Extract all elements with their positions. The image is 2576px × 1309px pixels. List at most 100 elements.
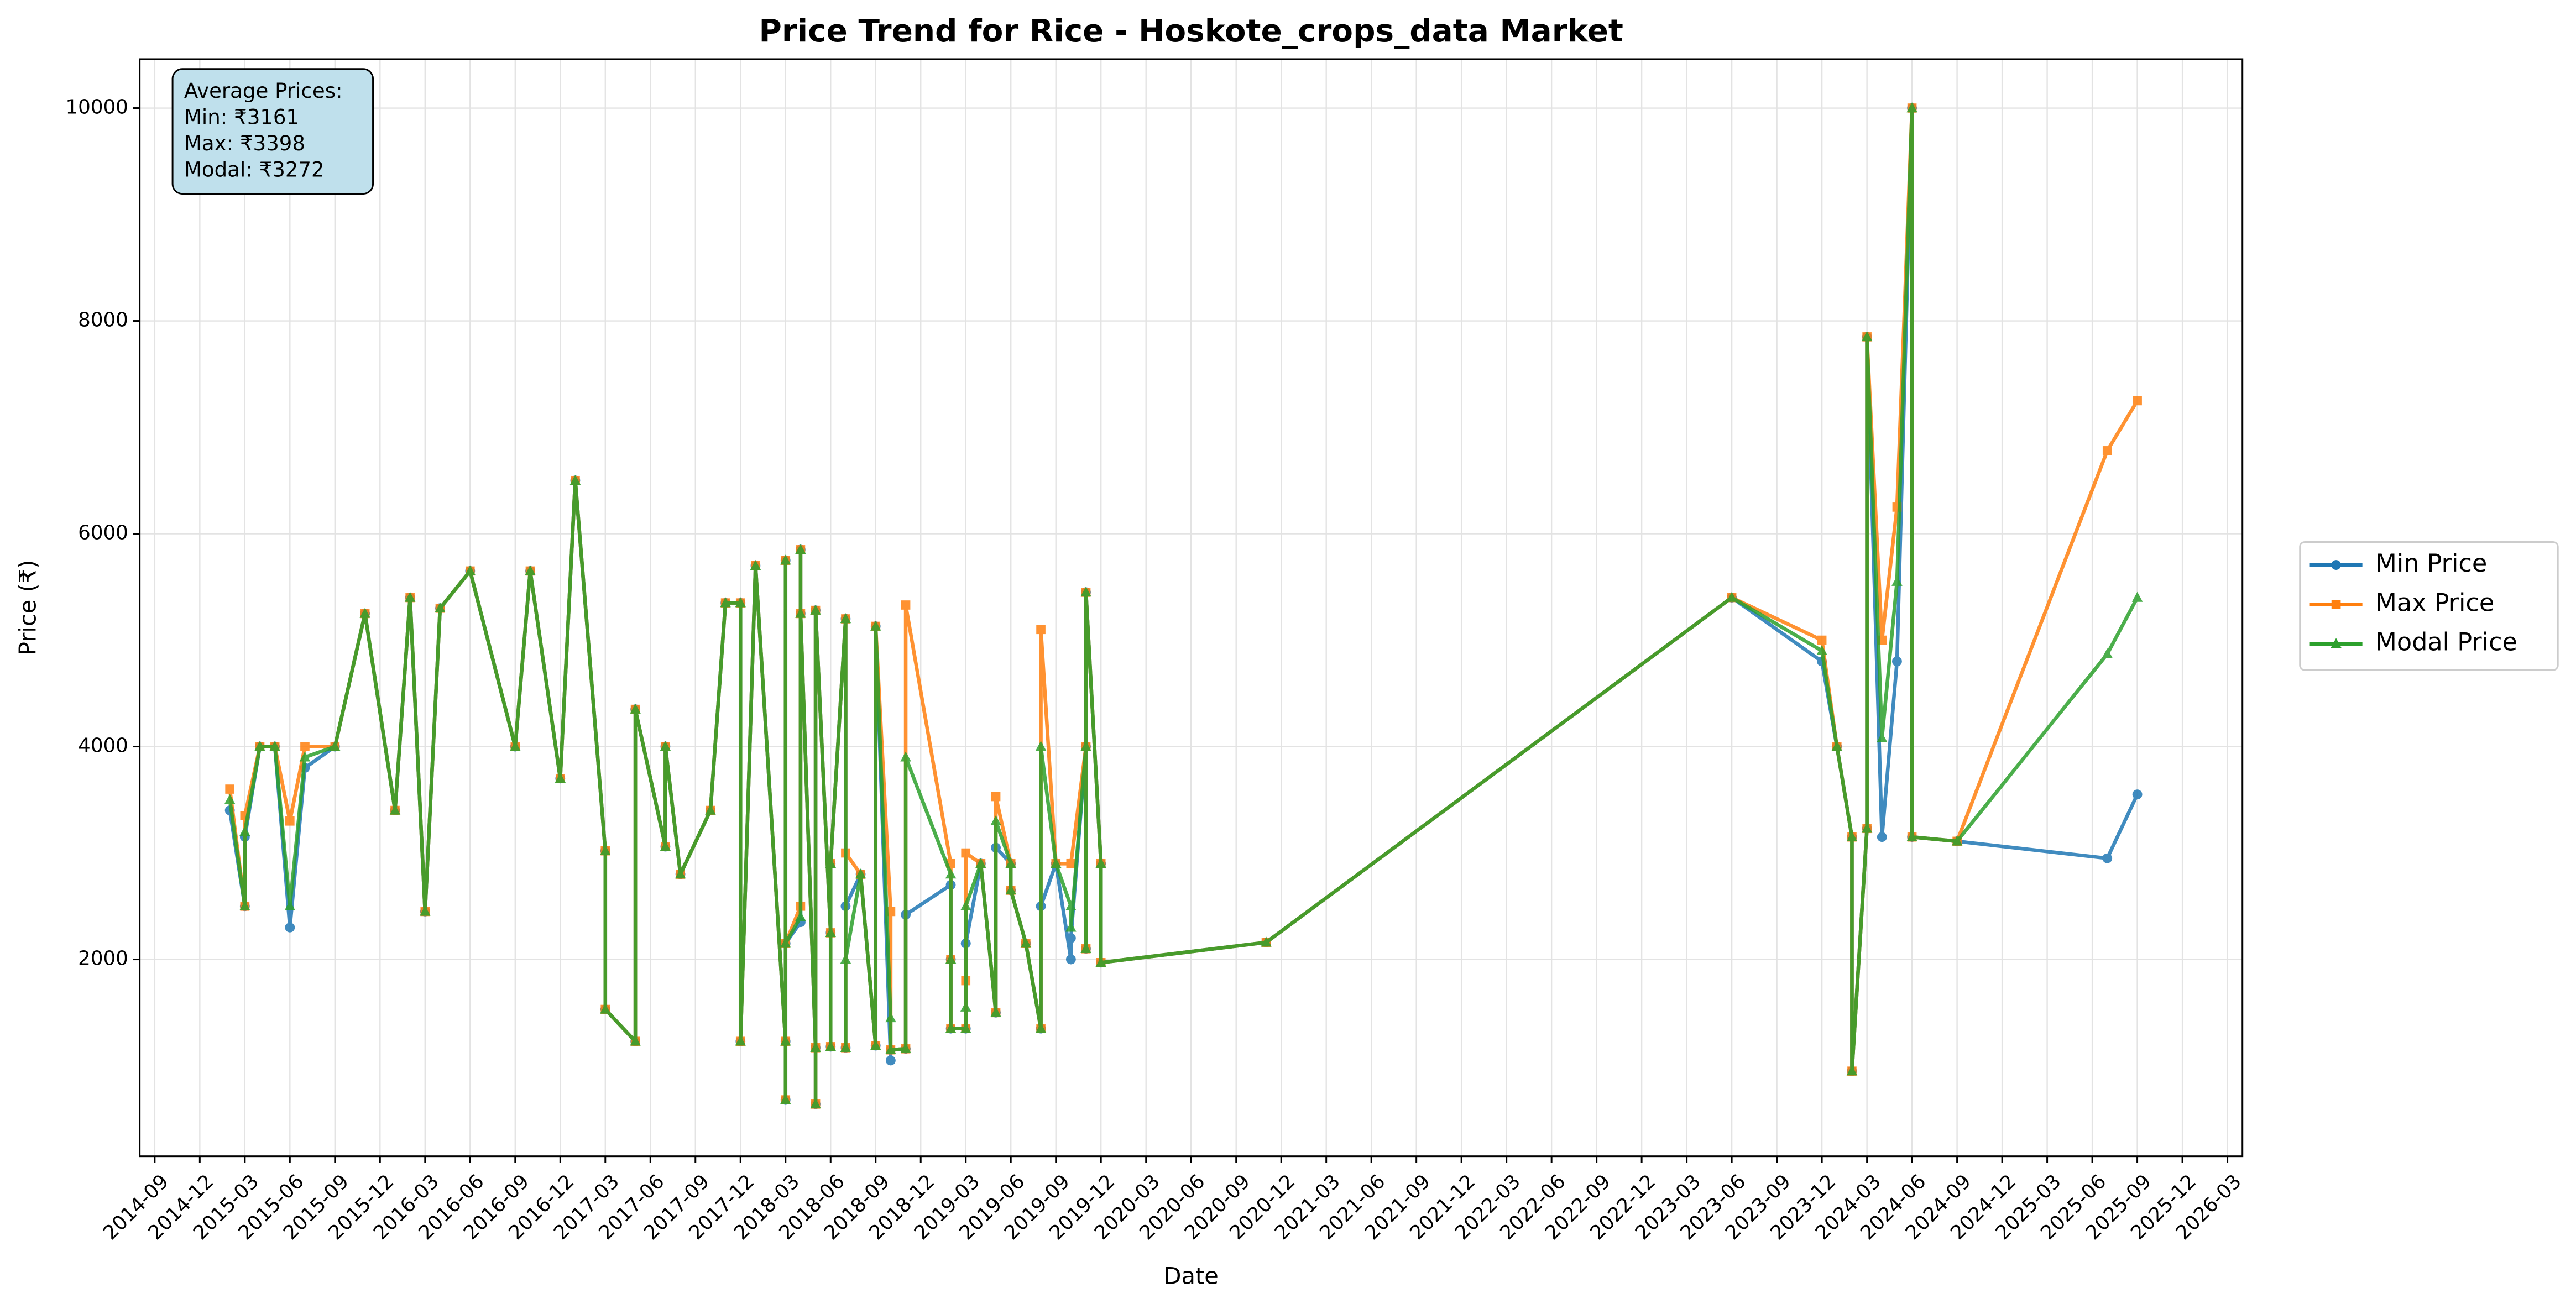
data-point	[254, 741, 265, 751]
data-point	[2132, 789, 2143, 800]
data-point	[900, 1043, 911, 1053]
data-point	[1951, 835, 1963, 846]
plot-frame	[139, 58, 2244, 1158]
data-point	[945, 1023, 957, 1033]
data-point	[1261, 936, 1272, 947]
data-point	[239, 900, 250, 911]
data-point	[630, 1035, 641, 1046]
y-tick-label: 10000	[65, 96, 128, 119]
data-point	[1906, 831, 1917, 841]
data-point	[825, 857, 837, 868]
data-point	[1817, 635, 1827, 645]
data-point	[991, 792, 1001, 802]
data-point	[569, 474, 581, 485]
data-point	[840, 1041, 851, 1053]
data-point	[840, 613, 851, 624]
data-point	[1005, 857, 1017, 868]
data-point	[419, 905, 431, 916]
data-point	[1035, 1023, 1047, 1033]
data-point	[1065, 900, 1077, 911]
annotation-line: Average Prices:	[184, 79, 343, 103]
data-point	[1861, 331, 1873, 342]
annotation-line: Min: ₹3161	[184, 105, 299, 129]
data-point	[224, 794, 236, 804]
data-point	[720, 597, 731, 608]
data-point	[825, 1041, 837, 1051]
data-point	[945, 868, 957, 879]
data-point	[810, 1098, 821, 1109]
data-point	[810, 1041, 821, 1053]
data-point	[464, 565, 476, 575]
legend-label: Max Price	[2375, 588, 2494, 617]
data-point	[705, 804, 716, 815]
data-point	[404, 591, 416, 602]
y-tick-label: 8000	[78, 309, 128, 332]
data-point	[284, 900, 296, 911]
annotation-line: Max: ₹3398	[184, 132, 305, 155]
series	[224, 102, 2143, 1109]
data-point	[1095, 857, 1107, 868]
data-point	[1080, 741, 1091, 751]
data-point	[885, 1044, 896, 1054]
y-tick-label: 4000	[78, 735, 128, 757]
series-line	[228, 106, 2139, 1106]
data-point	[509, 741, 521, 751]
data-point	[1066, 858, 1076, 868]
data-point	[870, 620, 881, 631]
data-point	[1846, 831, 1858, 841]
data-point	[900, 751, 911, 762]
data-point	[239, 826, 250, 836]
data-point	[901, 600, 911, 610]
legend-box	[2299, 541, 2559, 671]
data-point	[660, 741, 671, 751]
data-point	[780, 554, 791, 565]
annotation-box	[171, 68, 374, 195]
data-point	[285, 922, 295, 933]
data-point	[1020, 938, 1032, 948]
data-point	[300, 742, 310, 751]
data-point	[1065, 954, 1076, 965]
data-point	[870, 1040, 881, 1050]
data-point	[780, 1035, 791, 1046]
legend-label: Min Price	[2375, 549, 2487, 578]
data-point	[750, 559, 761, 570]
data-point	[2102, 853, 2113, 863]
data-point	[1831, 741, 1843, 751]
data-point	[825, 927, 837, 938]
data-point	[630, 703, 641, 714]
data-point	[299, 751, 311, 762]
data-point	[1095, 956, 1107, 967]
data-point	[990, 1007, 1001, 1017]
data-point	[525, 565, 536, 575]
y-tick-label: 6000	[78, 522, 128, 544]
data-point	[810, 604, 821, 615]
data-point	[389, 804, 401, 815]
data-point	[1726, 591, 1737, 602]
data-point	[990, 815, 1001, 826]
data-point	[599, 1003, 611, 1014]
data-point	[735, 597, 746, 608]
y-axis-label: Price (₹)	[14, 560, 41, 656]
data-point	[555, 772, 566, 783]
data-point	[1050, 857, 1062, 868]
data-point	[855, 868, 866, 879]
data-point	[795, 911, 806, 921]
data-point	[359, 608, 370, 618]
data-point	[975, 857, 986, 868]
data-point	[1065, 921, 1077, 932]
data-point	[960, 900, 971, 911]
data-point	[1816, 645, 1827, 656]
data-point	[330, 741, 341, 751]
data-point	[780, 1094, 791, 1104]
data-point	[599, 845, 611, 855]
data-point	[675, 868, 686, 879]
data-point	[1892, 656, 1902, 667]
data-point	[960, 1023, 971, 1033]
data-point	[1861, 823, 1873, 833]
data-point	[660, 841, 671, 851]
data-point	[2131, 591, 2143, 602]
data-point	[780, 938, 791, 948]
data-point	[1906, 102, 1917, 113]
